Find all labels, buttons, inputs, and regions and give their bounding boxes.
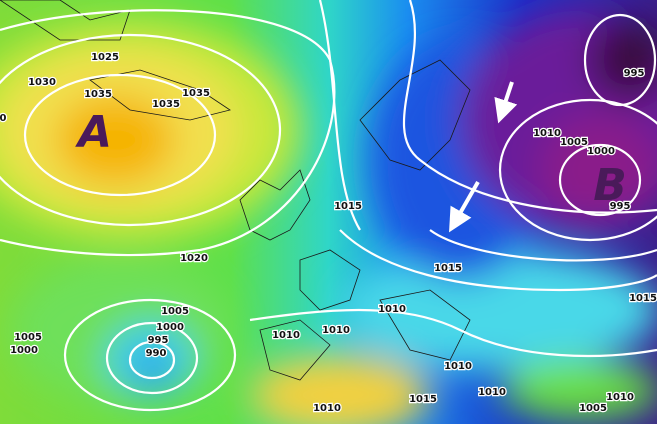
isobar-label: 1015 (629, 293, 657, 304)
pressure-center: A (75, 107, 112, 158)
pressure-center: B (593, 160, 627, 211)
isobar-label: 1005 (161, 306, 189, 317)
isobar-label: 1010 (272, 330, 300, 341)
isobar-label: 1015 (409, 394, 437, 405)
isobar-label: 1010 (606, 392, 634, 403)
isobar-label: 995 (624, 68, 645, 79)
isobar-label: 1035 (152, 99, 180, 110)
isobar-label: 1035 (84, 89, 112, 100)
isobar-label: 1035 (182, 88, 210, 99)
isobar-label: 1010 (478, 387, 506, 398)
isobar-label: 1010 (533, 128, 561, 139)
isobar-label: 1000 (10, 345, 38, 356)
isobar-label: 0 (0, 113, 7, 124)
isobar-label: 1030 (28, 77, 56, 88)
isobar-label: 1010 (313, 403, 341, 414)
coastlines (0, 0, 471, 381)
isobar-label: 1015 (334, 201, 362, 212)
isobar-label: 1005 (579, 403, 607, 414)
isobar-label: 1010 (322, 325, 350, 336)
isobar-label: 1025 (91, 52, 119, 63)
isobar-label: 1010 (444, 361, 472, 372)
isobar-label: 1000 (587, 146, 615, 157)
isobar-label: 1015 (434, 263, 462, 274)
isobar-label: 990 (146, 348, 167, 359)
isobar-label: 995 (148, 335, 169, 346)
pressure-fields (0, 10, 657, 424)
labels: 1025103010351035103501015102010101005100… (0, 51, 657, 416)
isobar-label: 1010 (378, 304, 406, 315)
isobars (0, 0, 657, 410)
isobar-label: 1005 (14, 332, 42, 343)
isobar-label: 995 (610, 201, 631, 212)
wind-arrows (449, 81, 518, 233)
isobar-label: 1005 (560, 137, 588, 148)
isobar-label: 1020 (180, 253, 208, 264)
isobar-label: 1000 (156, 322, 184, 333)
